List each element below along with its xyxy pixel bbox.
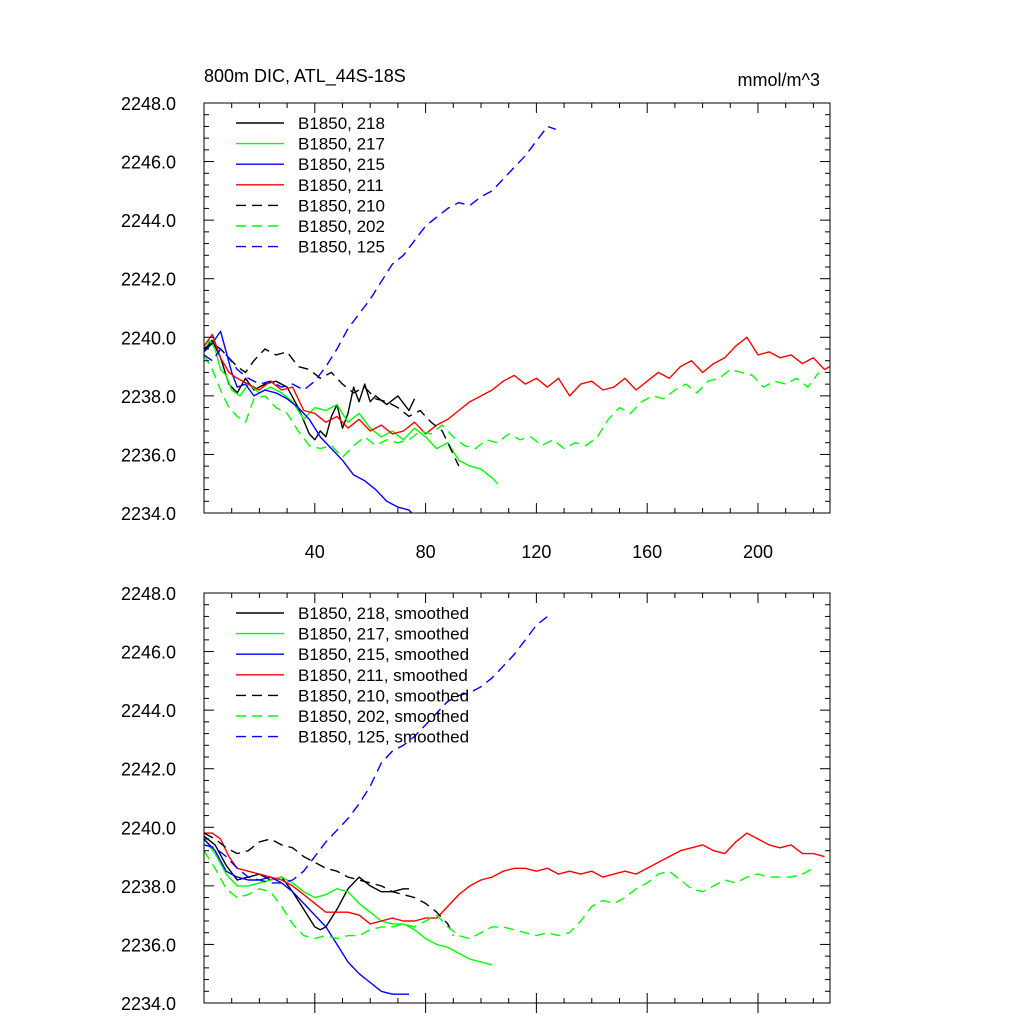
- series-line-5: [204, 354, 820, 459]
- legend-label-6: B1850, 125, smoothed: [298, 728, 469, 747]
- y-tick-label: 2242.0: [121, 760, 176, 780]
- y-tick-label: 2244.0: [121, 701, 176, 721]
- legend-label-6: B1850, 125: [298, 238, 385, 257]
- bottom-panel-series: [204, 615, 825, 995]
- legend-label-4: B1850, 210, smoothed: [298, 686, 469, 705]
- series-line-6: [204, 615, 548, 884]
- top-panel-units: mmol/m^3: [738, 70, 820, 90]
- series-line-0: [204, 835, 409, 931]
- legend-label-3: B1850, 211: [298, 176, 384, 195]
- series-line-4: [204, 832, 454, 936]
- series-line-2: [204, 330, 413, 513]
- series-line-4: [204, 342, 460, 467]
- legend-label-0: B1850, 218: [298, 114, 385, 133]
- y-tick-label: 2240.0: [121, 818, 176, 838]
- series-line-5: [204, 850, 814, 940]
- y-tick-label: 2246.0: [121, 153, 176, 173]
- plot-frame: [203, 102, 831, 514]
- plot-frame: [203, 592, 831, 1004]
- y-tick-label: 2236.0: [121, 935, 176, 955]
- bottom-panel: 2234.0 2236.0 2238.0 2240.0 2242.0 2244.0 2246…: [121, 584, 831, 1014]
- top-panel-title: 800m DIC, ATL_44S-18S: [204, 66, 406, 87]
- legend-label-1: B1850, 217: [298, 135, 385, 154]
- legend-label-1: B1850, 217, smoothed: [298, 625, 469, 644]
- legend-label-2: B1850, 215: [298, 155, 385, 174]
- legend-label-4: B1850, 210: [298, 196, 385, 215]
- legend-label-3: B1850, 211, smoothed: [298, 666, 468, 685]
- x-tick-label: 40: [305, 542, 325, 562]
- legend-label-0: B1850, 218, smoothed: [298, 604, 469, 623]
- y-tick-label: 2248.0: [121, 584, 176, 604]
- x-tick-label: 80: [416, 542, 436, 562]
- series-line-3: [204, 333, 830, 435]
- y-tick-label: 2238.0: [121, 877, 176, 897]
- legend-label-5: B1850, 202, smoothed: [298, 707, 469, 726]
- y-tick-label: 2248.0: [121, 94, 176, 114]
- series-line-1: [204, 339, 499, 485]
- y-tick-label: 2234.0: [121, 994, 176, 1014]
- x-tick-label: 160: [632, 542, 662, 562]
- y-tick-label: 2244.0: [121, 211, 176, 231]
- series-line-2: [204, 838, 409, 995]
- y-tick-label: 2242.0: [121, 270, 176, 290]
- y-tick-label: 2234.0: [121, 504, 176, 524]
- y-tick-label: 2236.0: [121, 445, 176, 465]
- x-tick-label: 120: [521, 542, 551, 562]
- series-line-1: [204, 838, 493, 966]
- x-tick-label: 200: [743, 542, 773, 562]
- top-panel: 800m DIC, ATL_44S-18S mmol/m^3 2234.0223…: [121, 66, 831, 562]
- series-line-0: [204, 339, 416, 441]
- top-panel-axes: 2234.0 2236.0 2238.0 2240.0 2242.0 2244.0 2246…: [121, 94, 831, 562]
- top-panel-series: [204, 125, 830, 513]
- bottom-panel-legend: B1850, 218, smoothed B1850, 217, smoothed…: [236, 604, 469, 747]
- legend-label-5: B1850, 202: [298, 217, 385, 236]
- series-line-6: [204, 125, 557, 391]
- bottom-panel-axes: 2234.0 2236.0 2238.0 2240.0 2242.0 2244.0 2246…: [121, 584, 831, 1014]
- y-tick-label: 2238.0: [121, 387, 176, 407]
- series-line-3: [204, 832, 825, 925]
- legend-label-2: B1850, 215, smoothed: [298, 645, 469, 664]
- y-tick-label: 2240.0: [121, 328, 176, 348]
- y-tick-label: 2246.0: [121, 643, 176, 663]
